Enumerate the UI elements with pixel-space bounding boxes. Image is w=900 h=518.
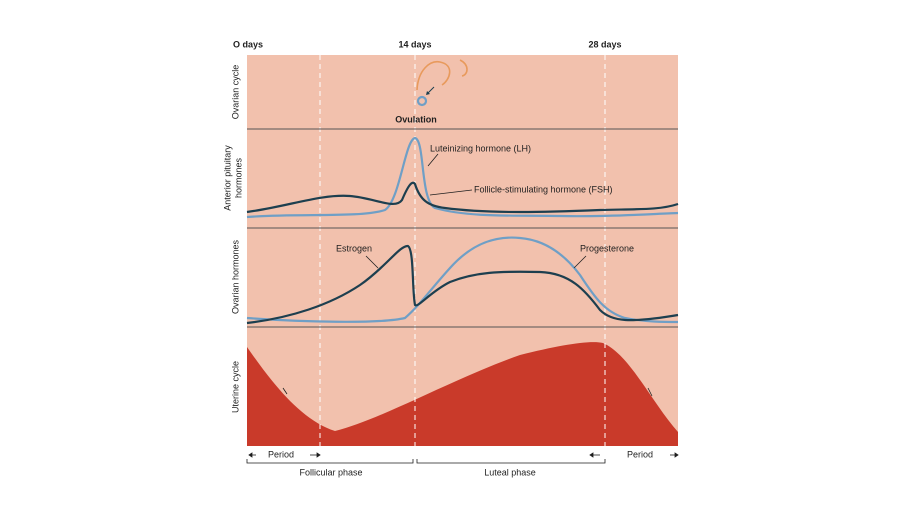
- annotation: Follicle-stimulating hormone (FSH): [474, 184, 613, 194]
- uterine-lining: [247, 342, 678, 446]
- time-label: O days: [233, 39, 263, 49]
- annotation: Luteinizing hormone (LH): [430, 143, 531, 153]
- period-label: Period: [268, 449, 294, 459]
- phase-label: Luteal phase: [484, 467, 536, 477]
- annotation: Ovulation: [395, 114, 437, 124]
- phase-label: Follicular phase: [299, 467, 362, 477]
- panel-label: Anterior pituitary: [222, 145, 232, 211]
- progesterone-curve: [246, 236, 679, 324]
- pointer-lines: [282, 153, 653, 397]
- period-label: Period: [627, 449, 653, 459]
- fsh-curve: [246, 181, 679, 214]
- panel-label: Ovarian cycle: [230, 65, 240, 120]
- panel-label: hormones: [233, 157, 243, 198]
- day-markers: [319, 55, 606, 446]
- panel-dividers: [247, 128, 678, 328]
- time-label: 28 days: [588, 39, 621, 49]
- time-label: 14 days: [398, 39, 431, 49]
- lh-curve: [246, 136, 679, 219]
- annotation: Progesterone: [580, 243, 634, 253]
- footer-lines: [246, 452, 679, 464]
- annotation: Estrogen: [336, 243, 372, 253]
- panel-label: Uterine cycle: [230, 361, 240, 413]
- ovulation-icon: [416, 59, 468, 107]
- estrogen-curve: [246, 244, 679, 325]
- panel-label: Ovarian hormones: [230, 239, 240, 314]
